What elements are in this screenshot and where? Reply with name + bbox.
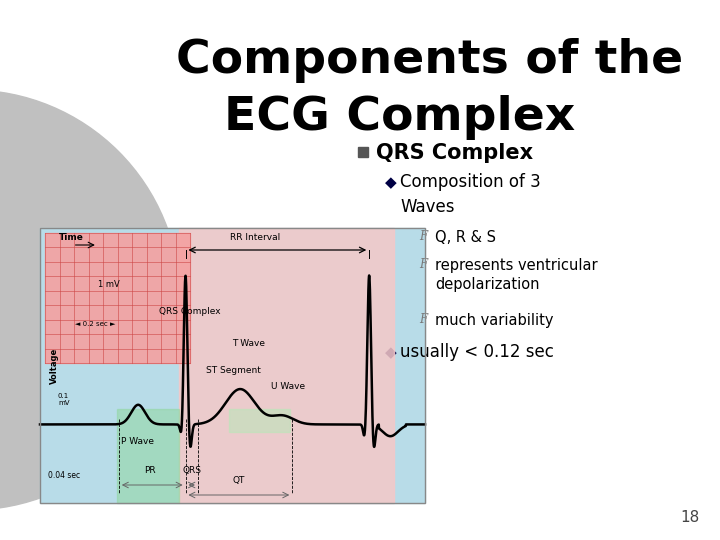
Text: ◄ 0.2 sec ►: ◄ 0.2 sec ► <box>75 321 115 327</box>
Text: much variability: much variability <box>435 313 554 328</box>
Bar <box>45 233 190 363</box>
Text: ◆: ◆ <box>385 345 397 360</box>
Circle shape <box>0 90 180 510</box>
Text: Components of the: Components of the <box>176 38 683 83</box>
Bar <box>117 409 179 503</box>
Text: 18: 18 <box>680 510 700 525</box>
Text: QRS Complex: QRS Complex <box>159 307 221 316</box>
Text: Q, R & S: Q, R & S <box>435 230 496 245</box>
Text: T Wave: T Wave <box>233 339 266 348</box>
Text: QRS: QRS <box>182 466 201 475</box>
Text: Time: Time <box>59 233 84 242</box>
Bar <box>40 228 425 503</box>
Text: RR Interval: RR Interval <box>230 233 281 242</box>
Text: F: F <box>419 230 427 243</box>
Bar <box>229 409 290 433</box>
Text: U Wave: U Wave <box>271 382 305 391</box>
Text: ◆: ◆ <box>385 175 397 190</box>
Text: QRS Complex: QRS Complex <box>376 143 533 163</box>
Text: 1 mV: 1 mV <box>98 280 120 289</box>
Text: F: F <box>419 258 427 271</box>
Text: ST Segment: ST Segment <box>205 366 261 375</box>
Text: Composition of 3
Waves: Composition of 3 Waves <box>400 173 541 216</box>
Text: Voltage: Voltage <box>50 347 59 383</box>
Text: 0.04 sec: 0.04 sec <box>48 471 80 480</box>
Text: represents ventricular
depolarization: represents ventricular depolarization <box>435 258 598 292</box>
Text: P Wave: P Wave <box>121 437 154 446</box>
Bar <box>358 147 368 157</box>
Text: 0.1
mV: 0.1 mV <box>58 393 70 406</box>
Text: F: F <box>419 313 427 326</box>
Text: QT: QT <box>233 476 245 485</box>
Text: usually < 0.12 sec: usually < 0.12 sec <box>400 343 554 361</box>
Bar <box>40 228 425 503</box>
Bar <box>179 228 395 503</box>
Text: PR: PR <box>144 466 156 475</box>
Text: ECG Complex: ECG Complex <box>225 95 575 140</box>
